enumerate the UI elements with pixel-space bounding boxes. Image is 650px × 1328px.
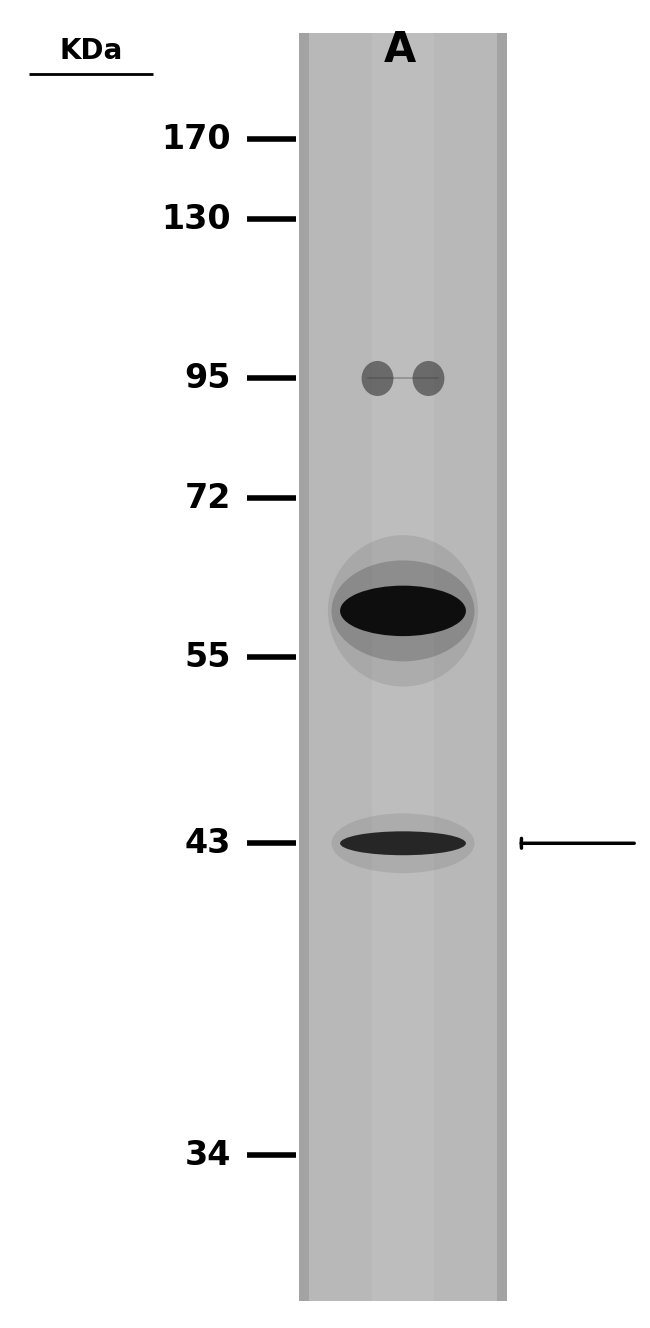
Text: 95: 95 <box>184 363 231 394</box>
Ellipse shape <box>332 560 474 661</box>
Text: KDa: KDa <box>59 37 123 65</box>
Ellipse shape <box>340 586 466 636</box>
Ellipse shape <box>361 361 393 396</box>
Text: 55: 55 <box>184 641 231 673</box>
Text: 43: 43 <box>185 827 231 859</box>
Text: 72: 72 <box>185 482 231 514</box>
Ellipse shape <box>332 813 474 874</box>
Bar <box>299 33 309 1301</box>
Bar <box>497 33 507 1301</box>
Ellipse shape <box>413 361 445 396</box>
Ellipse shape <box>328 535 478 687</box>
Ellipse shape <box>340 831 466 855</box>
Text: 170: 170 <box>161 124 231 155</box>
Text: 130: 130 <box>161 203 231 235</box>
Text: 34: 34 <box>185 1139 231 1171</box>
Bar <box>372 33 434 1301</box>
Bar <box>299 33 507 1301</box>
Text: A: A <box>384 29 416 72</box>
